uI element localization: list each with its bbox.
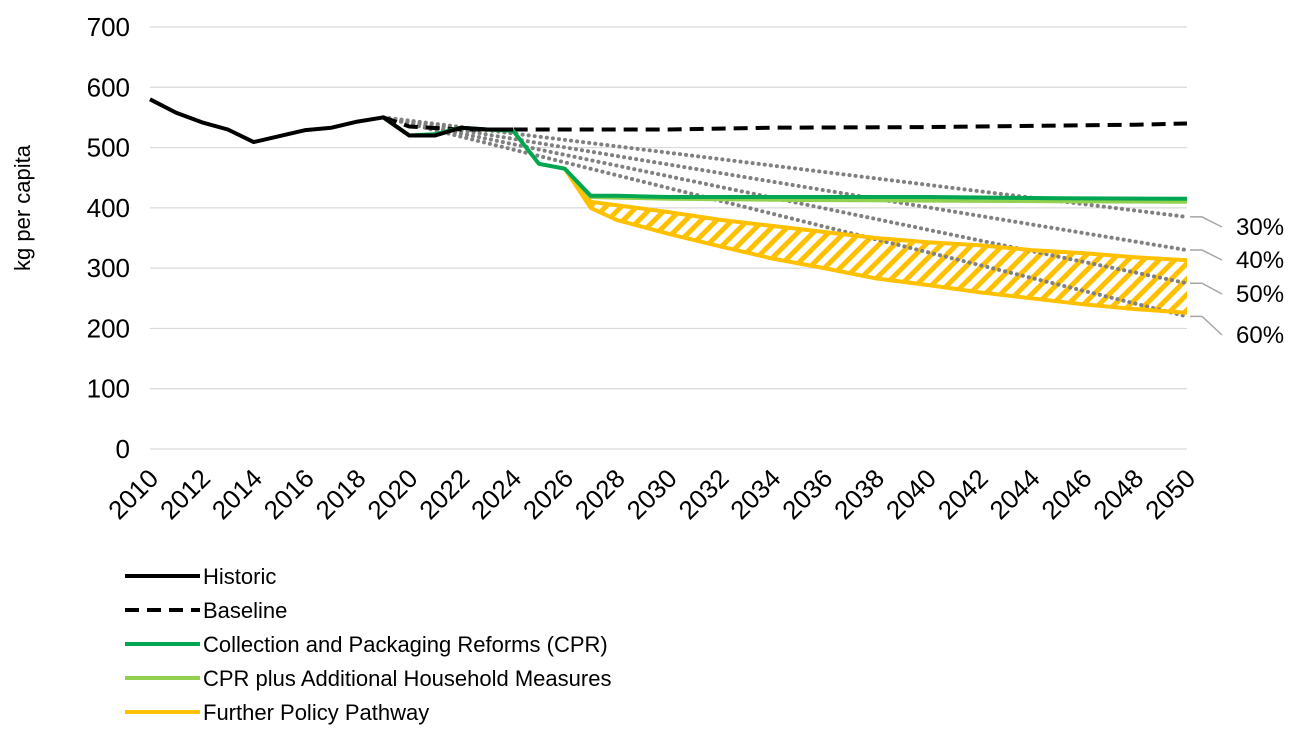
target-label: 60% [1236, 322, 1284, 349]
target-labels: 30% 40% 50% 60% [1190, 214, 1284, 349]
x-tick-label: 2024 [465, 463, 527, 525]
target-leader-line [1190, 315, 1223, 336]
y-axis-label: kg per capita [10, 144, 35, 271]
x-tick-label: 2010 [102, 463, 164, 525]
legend-label: Historic [203, 564, 276, 589]
legend: Historic Baseline Collection and Packaging… [125, 564, 611, 725]
target-leader-line [1190, 249, 1223, 261]
y-tick-label: 300 [87, 253, 130, 283]
y-tick-label: 700 [87, 12, 130, 42]
historic-line [149, 97, 513, 145]
y-tick-label: 400 [87, 193, 130, 223]
x-tick-label: 2022 [413, 463, 475, 525]
x-tick-label: 2026 [517, 463, 579, 525]
further-policy-lower-line [563, 167, 1188, 315]
legend-label: Further Policy Pathway [203, 700, 429, 725]
y-tick-label: 200 [87, 313, 130, 343]
x-tick-label: 2038 [828, 463, 890, 525]
gridlines [150, 26, 1187, 450]
x-axis: 2010201220142016201820202022202420262028… [102, 463, 1201, 525]
x-tick-label: 2020 [361, 463, 423, 525]
baseline-line [382, 115, 1188, 132]
x-tick-label: 2032 [672, 463, 734, 525]
x-tick-label: 2012 [154, 463, 216, 525]
x-tick-label: 2050 [1139, 463, 1201, 525]
y-tick-label: 0 [116, 434, 130, 464]
x-tick-label: 2046 [1035, 463, 1097, 525]
y-tick-label: 100 [87, 374, 130, 404]
target-leader-line [1190, 216, 1223, 228]
x-tick-label: 2018 [310, 463, 372, 525]
target-label: 30% [1236, 214, 1284, 241]
y-tick-label: 500 [87, 133, 130, 163]
legend-label: Baseline [203, 598, 287, 623]
target-label: 40% [1236, 247, 1284, 274]
plot-area [149, 97, 1189, 319]
x-tick-label: 2042 [932, 463, 994, 525]
x-tick-label: 2044 [984, 463, 1046, 525]
x-tick-label: 2016 [258, 463, 320, 525]
x-tick-label: 2034 [724, 463, 786, 525]
x-tick-label: 2014 [206, 463, 268, 525]
target-line [381, 115, 1189, 319]
legend-label: CPR plus Additional Household Measures [203, 666, 611, 691]
x-tick-label: 2040 [880, 463, 942, 525]
x-tick-label: 2028 [569, 463, 631, 525]
x-tick-label: 2036 [776, 463, 838, 525]
x-tick-label: 2048 [1087, 463, 1149, 525]
legend-label: Collection and Packaging Reforms (CPR) [203, 632, 608, 657]
x-tick-label: 2030 [621, 463, 683, 525]
further-policy-upper-line [563, 167, 1188, 263]
y-axis: 0 100 200 300 400 500 600 700 [87, 12, 130, 464]
target-line [381, 115, 1189, 253]
target-leader-line [1190, 282, 1223, 295]
target-label: 50% [1236, 281, 1284, 308]
y-tick-label: 600 [87, 72, 130, 102]
